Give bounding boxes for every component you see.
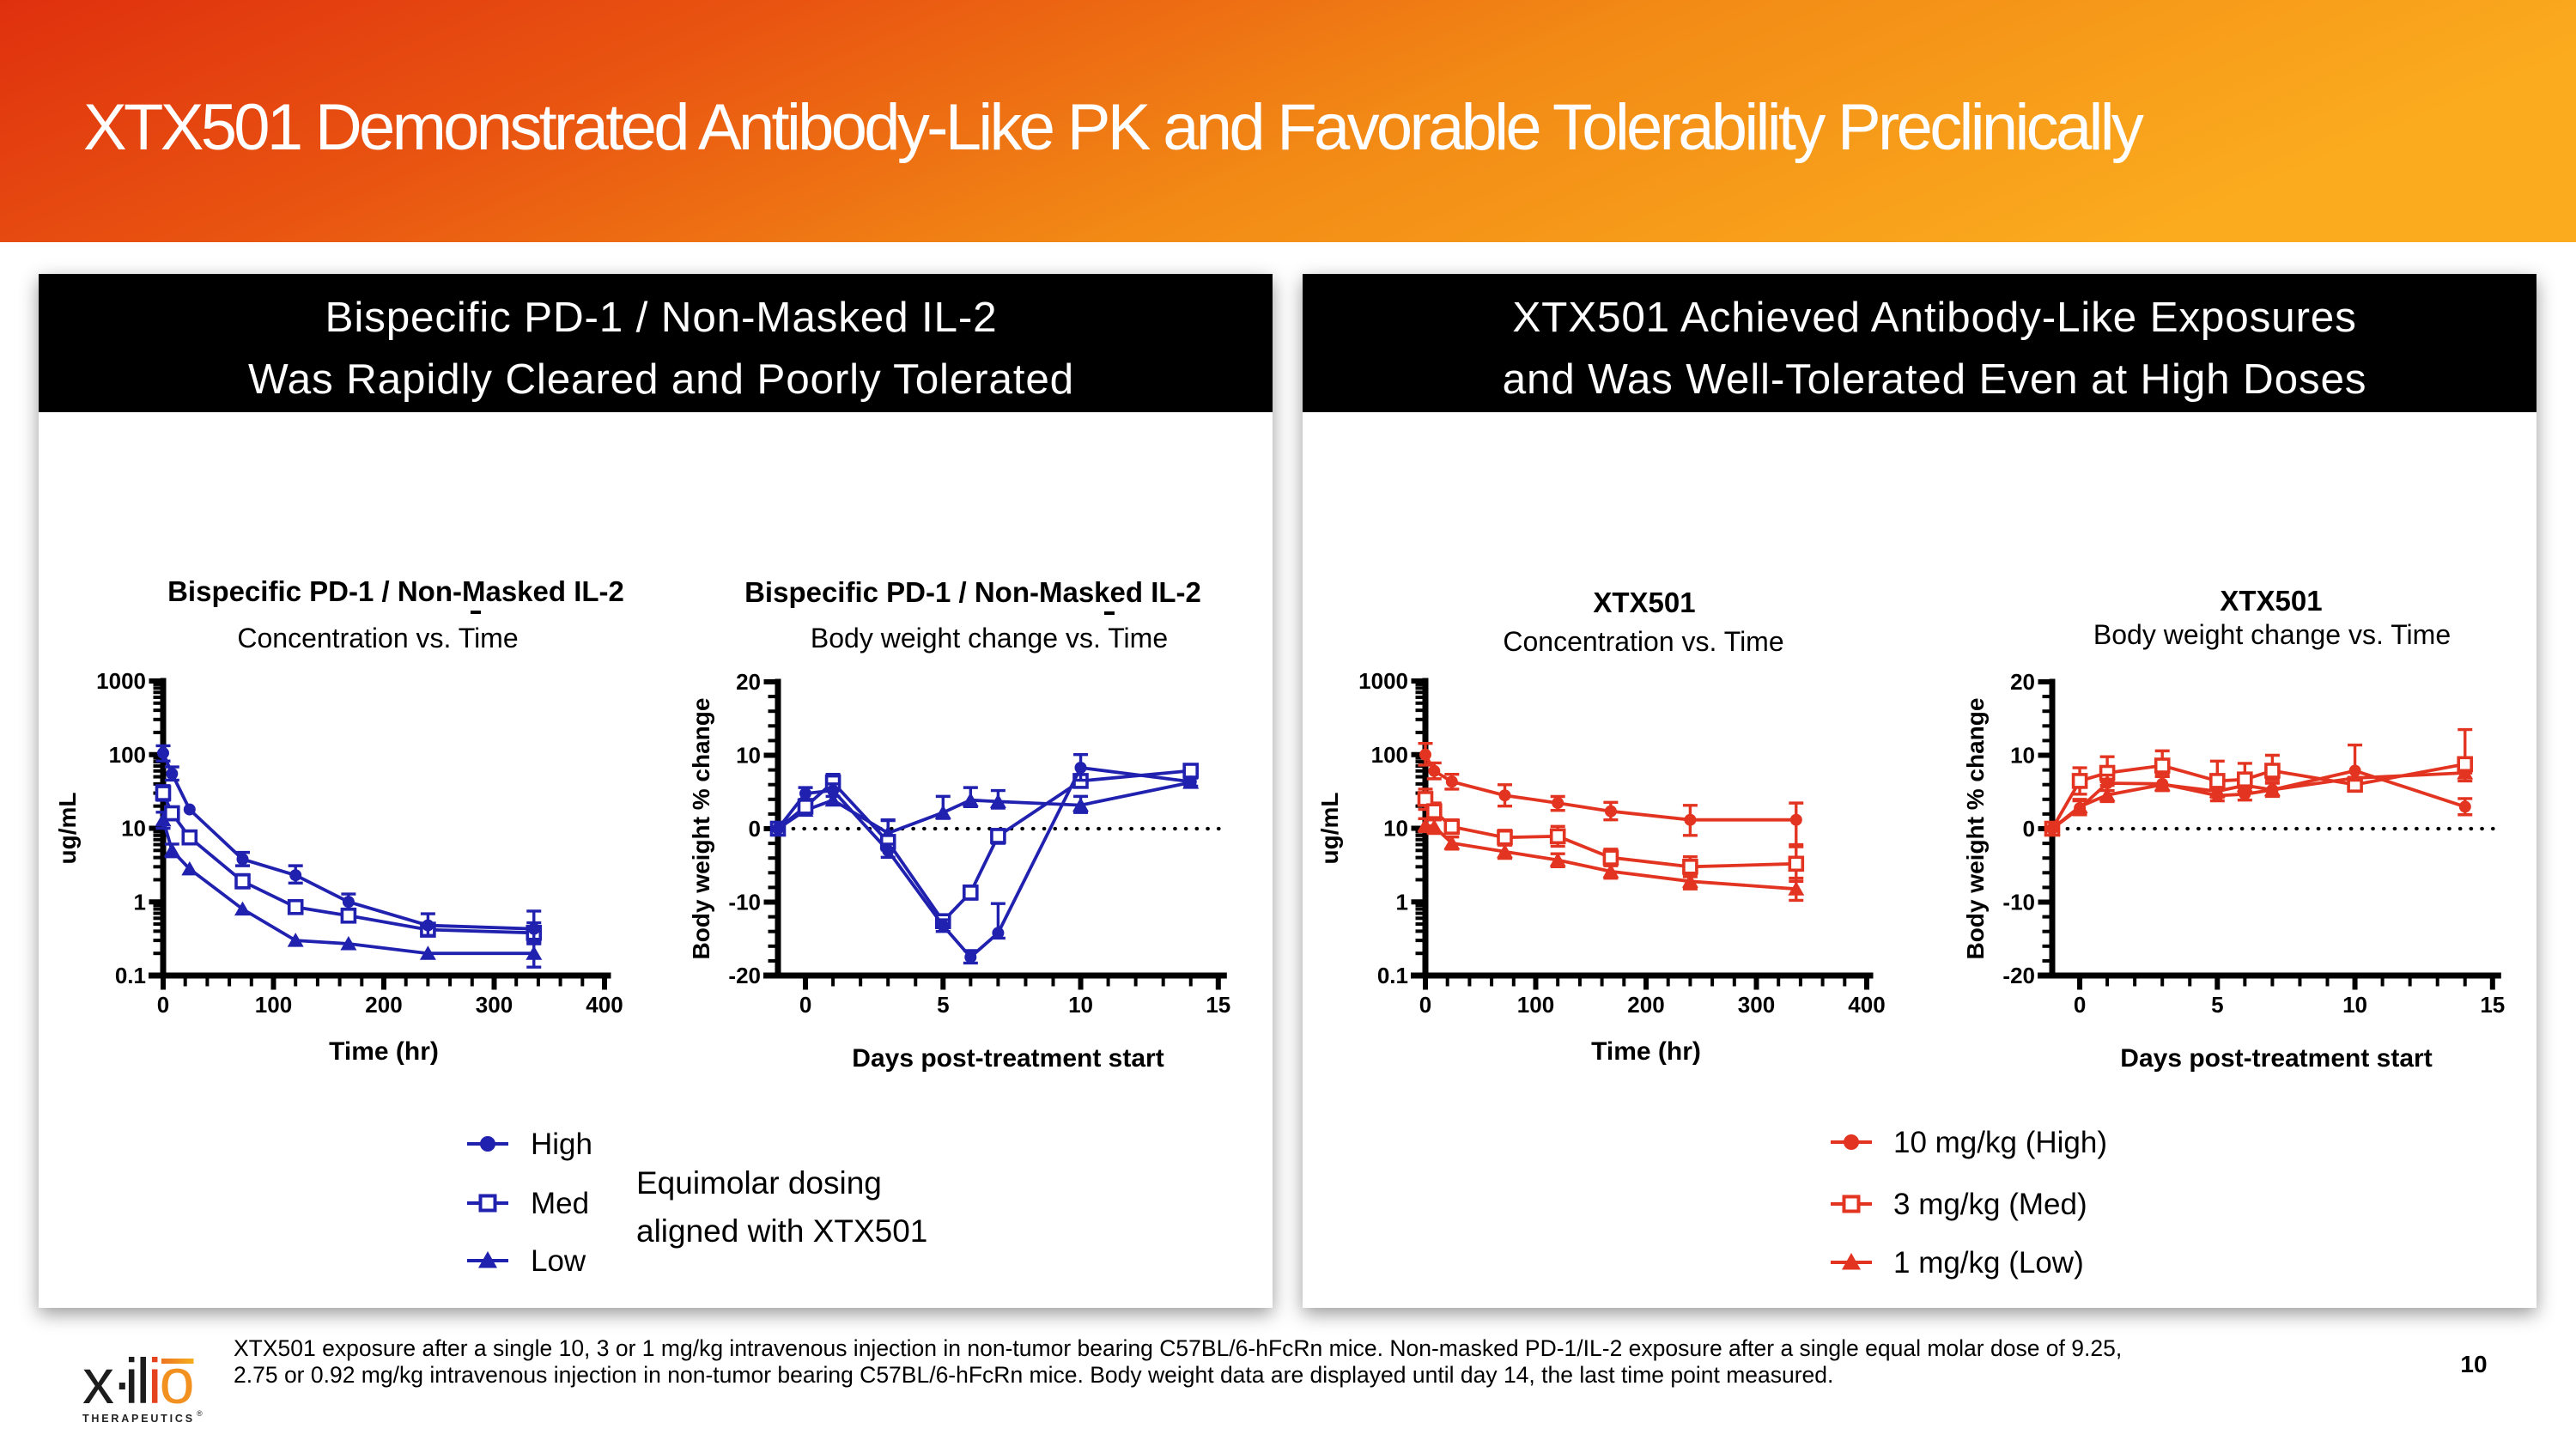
svg-text:400: 400 [1848, 992, 1885, 1018]
svg-text:-20: -20 [2002, 963, 2035, 988]
svg-text:i: i [125, 1346, 138, 1417]
svg-text:15: 15 [1206, 992, 1230, 1018]
svg-text:10: 10 [121, 816, 146, 842]
svg-text:Bispecific PD-1 / Non-Masked I: Bispecific PD-1 / Non-Masked IL-2 [325, 294, 998, 341]
svg-text:100: 100 [255, 992, 292, 1018]
svg-text:0: 0 [2074, 992, 2086, 1018]
svg-text:1000: 1000 [96, 668, 146, 694]
svg-text:1 mg/kg (Low): 1 mg/kg (Low) [1893, 1246, 2084, 1280]
svg-text:0.1: 0.1 [1377, 963, 1408, 988]
svg-text:0.1: 0.1 [115, 963, 146, 988]
svg-text:XTX501: XTX501 [2220, 585, 2322, 617]
svg-text:Was Rapidly Cleared and Poorly: Was Rapidly Cleared and Poorly Tolerated [248, 356, 1074, 403]
svg-text:Body weight % change: Body weight % change [688, 698, 714, 960]
svg-text:and Was Well-Tolerated Even at: and Was Well-Tolerated Even at High Dose… [1503, 356, 2367, 403]
svg-text:0: 0 [157, 992, 169, 1018]
svg-text:Concentration vs. Time: Concentration vs. Time [1503, 626, 1783, 657]
svg-text:Body weight change vs. Time: Body weight change vs. Time [811, 623, 1168, 654]
svg-text:l: l [137, 1346, 150, 1417]
svg-text:Time (hr): Time (hr) [329, 1037, 439, 1066]
svg-text:®: ® [197, 1409, 203, 1418]
svg-text:100: 100 [109, 742, 146, 768]
svg-text:ug/mL: ug/mL [1316, 793, 1343, 865]
svg-text:XTX501 Achieved Antibody-Like: XTX501 Achieved Antibody-Like Exposures [1512, 294, 2356, 341]
svg-text:Days post-treatment start: Days post-treatment start [852, 1044, 1163, 1073]
svg-text:Body weight change vs. Time: Body weight change vs. Time [2093, 619, 2451, 650]
svg-text:High: High [531, 1128, 592, 1161]
svg-text:5: 5 [937, 992, 949, 1018]
svg-text:ug/mL: ug/mL [54, 793, 81, 865]
svg-text:20: 20 [736, 669, 761, 695]
svg-text:1: 1 [134, 889, 146, 915]
svg-text:Body weight % change: Body weight % change [1962, 698, 1989, 960]
svg-text:x: x [82, 1346, 114, 1417]
svg-text:10: 10 [1068, 992, 1093, 1018]
svg-text:1: 1 [1396, 889, 1408, 915]
svg-text:10: 10 [1383, 816, 1408, 842]
svg-text:Days post-treatment start: Days post-treatment start [2120, 1044, 2432, 1073]
svg-text:10 mg/kg (High): 10 mg/kg (High) [1893, 1126, 2107, 1159]
svg-text:XTX501: XTX501 [1593, 587, 1695, 618]
svg-text:400: 400 [586, 992, 623, 1018]
svg-text:10: 10 [2010, 743, 2035, 769]
svg-text:1000: 1000 [1358, 668, 1408, 694]
svg-text:XTX501 exposure after a single: XTX501 exposure after a single 10, 3 or … [234, 1335, 2122, 1361]
svg-text:0: 0 [799, 992, 811, 1018]
svg-text:100: 100 [1371, 742, 1408, 768]
svg-text:aligned with XTX501: aligned with XTX501 [636, 1213, 927, 1249]
svg-text:10: 10 [736, 743, 761, 769]
svg-text:o: o [160, 1346, 195, 1417]
svg-text:Bispecific PD-1 / Non-Masked I: Bispecific PD-1 / Non-Masked IL-2 [744, 576, 1201, 608]
svg-text:200: 200 [365, 992, 402, 1018]
svg-text:THERAPEUTICS: THERAPEUTICS [82, 1413, 195, 1425]
svg-text:·: · [112, 1346, 133, 1417]
svg-text:Equimolar dosing: Equimolar dosing [636, 1165, 882, 1201]
svg-text:10: 10 [2342, 992, 2367, 1018]
svg-text:0: 0 [2023, 816, 2035, 842]
svg-text:Med: Med [531, 1187, 589, 1220]
svg-text:300: 300 [476, 992, 513, 1018]
svg-text:3 mg/kg (Med): 3 mg/kg (Med) [1893, 1188, 2087, 1221]
svg-text:Concentration vs. Time: Concentration vs. Time [237, 623, 518, 654]
svg-text:XTX501 Demonstrated Antibody-L: XTX501 Demonstrated Antibody-Like PK and… [83, 91, 2144, 164]
svg-text:0: 0 [749, 816, 761, 842]
svg-text:10: 10 [2460, 1351, 2487, 1377]
svg-text:-10: -10 [728, 890, 761, 915]
svg-text:Time (hr): Time (hr) [1591, 1037, 1701, 1066]
svg-text:5: 5 [2211, 992, 2223, 1018]
svg-text:-20: -20 [728, 963, 761, 988]
svg-text:200: 200 [1627, 992, 1664, 1018]
svg-text:Bispecific PD-1 / Non-Masked I: Bispecific PD-1 / Non-Masked IL-2 [167, 575, 624, 607]
svg-text:300: 300 [1738, 992, 1775, 1018]
svg-text:0: 0 [1419, 992, 1431, 1018]
svg-text:20: 20 [2010, 669, 2035, 695]
svg-text:Low: Low [531, 1244, 586, 1278]
svg-text:100: 100 [1517, 992, 1554, 1018]
svg-text:2.75 or 0.92 mg/kg intravenous: 2.75 or 0.92 mg/kg intravenous injection… [234, 1362, 1833, 1388]
svg-text:-10: -10 [2002, 890, 2035, 915]
svg-text:i: i [148, 1346, 161, 1417]
svg-text:15: 15 [2480, 992, 2505, 1018]
